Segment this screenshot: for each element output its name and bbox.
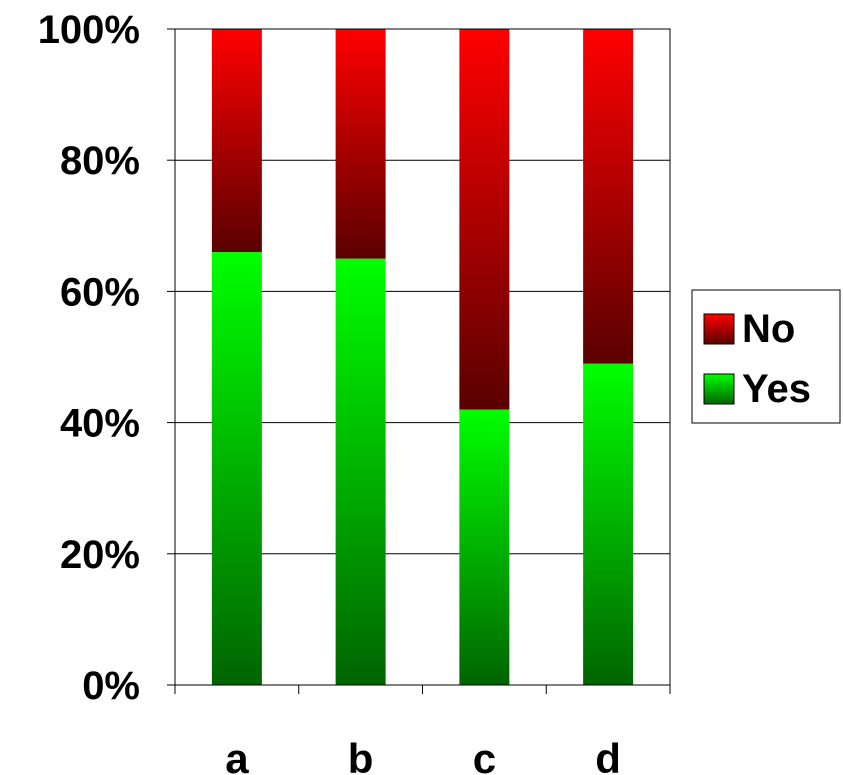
- x-category-label: c: [473, 735, 496, 775]
- legend-swatch-yes: [703, 373, 735, 405]
- bar-yes-d: [583, 363, 634, 685]
- bar-no-c: [459, 29, 510, 410]
- bars: [211, 29, 634, 686]
- bar-no-d: [583, 29, 634, 364]
- legend-swatch-no: [703, 313, 735, 345]
- y-tick-label: 20%: [60, 533, 140, 577]
- y-tick-label: 40%: [60, 402, 140, 446]
- x-category-label: d: [595, 735, 621, 775]
- legend-label-no: No: [742, 307, 795, 351]
- labels: 0% 20% 40% 60% 80% 100% a b c d: [38, 8, 621, 775]
- bar-yes-b: [335, 258, 386, 685]
- legend-label-yes: Yes: [742, 367, 811, 411]
- axes: [167, 28, 671, 694]
- y-tick-label: 100%: [38, 8, 140, 52]
- bar-yes-a: [211, 252, 262, 686]
- y-tick-label: 0%: [82, 664, 140, 708]
- legend: No Yes: [691, 289, 841, 424]
- bar-no-a: [211, 29, 262, 253]
- bar-no-b: [335, 29, 386, 259]
- y-tick-label: 60%: [60, 270, 140, 314]
- x-category-label: b: [348, 735, 374, 775]
- y-tick-label: 80%: [60, 139, 140, 183]
- x-category-label: a: [225, 735, 249, 775]
- bar-yes-c: [459, 409, 510, 685]
